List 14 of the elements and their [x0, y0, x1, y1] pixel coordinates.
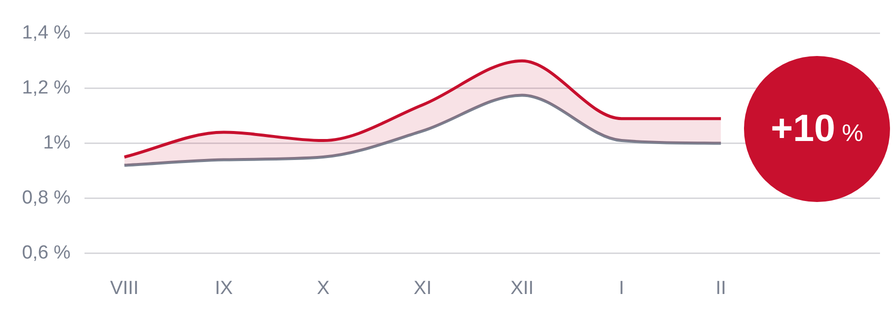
y-tick-label: 1%	[43, 132, 71, 154]
x-tick-label: XII	[510, 278, 534, 299]
y-tick-label: 1,2 %	[22, 78, 71, 99]
y-tick-label: 1,4 %	[22, 22, 71, 44]
x-tick-label: VIII	[110, 278, 139, 299]
x-tick-label: IX	[214, 278, 234, 299]
y-tick-label: 0,6 %	[22, 242, 71, 264]
x-tick-label: I	[618, 278, 624, 299]
x-tick-label: II	[716, 278, 726, 299]
line-series	[122, 94, 722, 167]
y-tick-label: 0,8 %	[22, 187, 71, 208]
x-tick-label: XI	[414, 278, 432, 299]
x-tick-label: X	[316, 278, 330, 299]
circle-badge: +10 %	[744, 56, 890, 202]
